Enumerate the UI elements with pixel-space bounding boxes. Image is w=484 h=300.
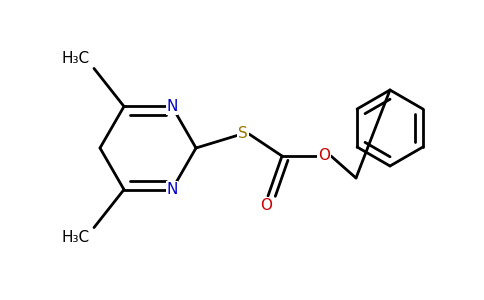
Text: S: S — [238, 125, 248, 140]
Text: O: O — [318, 148, 330, 163]
Text: H₃C: H₃C — [62, 51, 90, 66]
Text: N: N — [166, 99, 178, 114]
Text: O: O — [260, 197, 272, 212]
Text: N: N — [166, 182, 178, 197]
Text: H₃C: H₃C — [62, 230, 90, 244]
